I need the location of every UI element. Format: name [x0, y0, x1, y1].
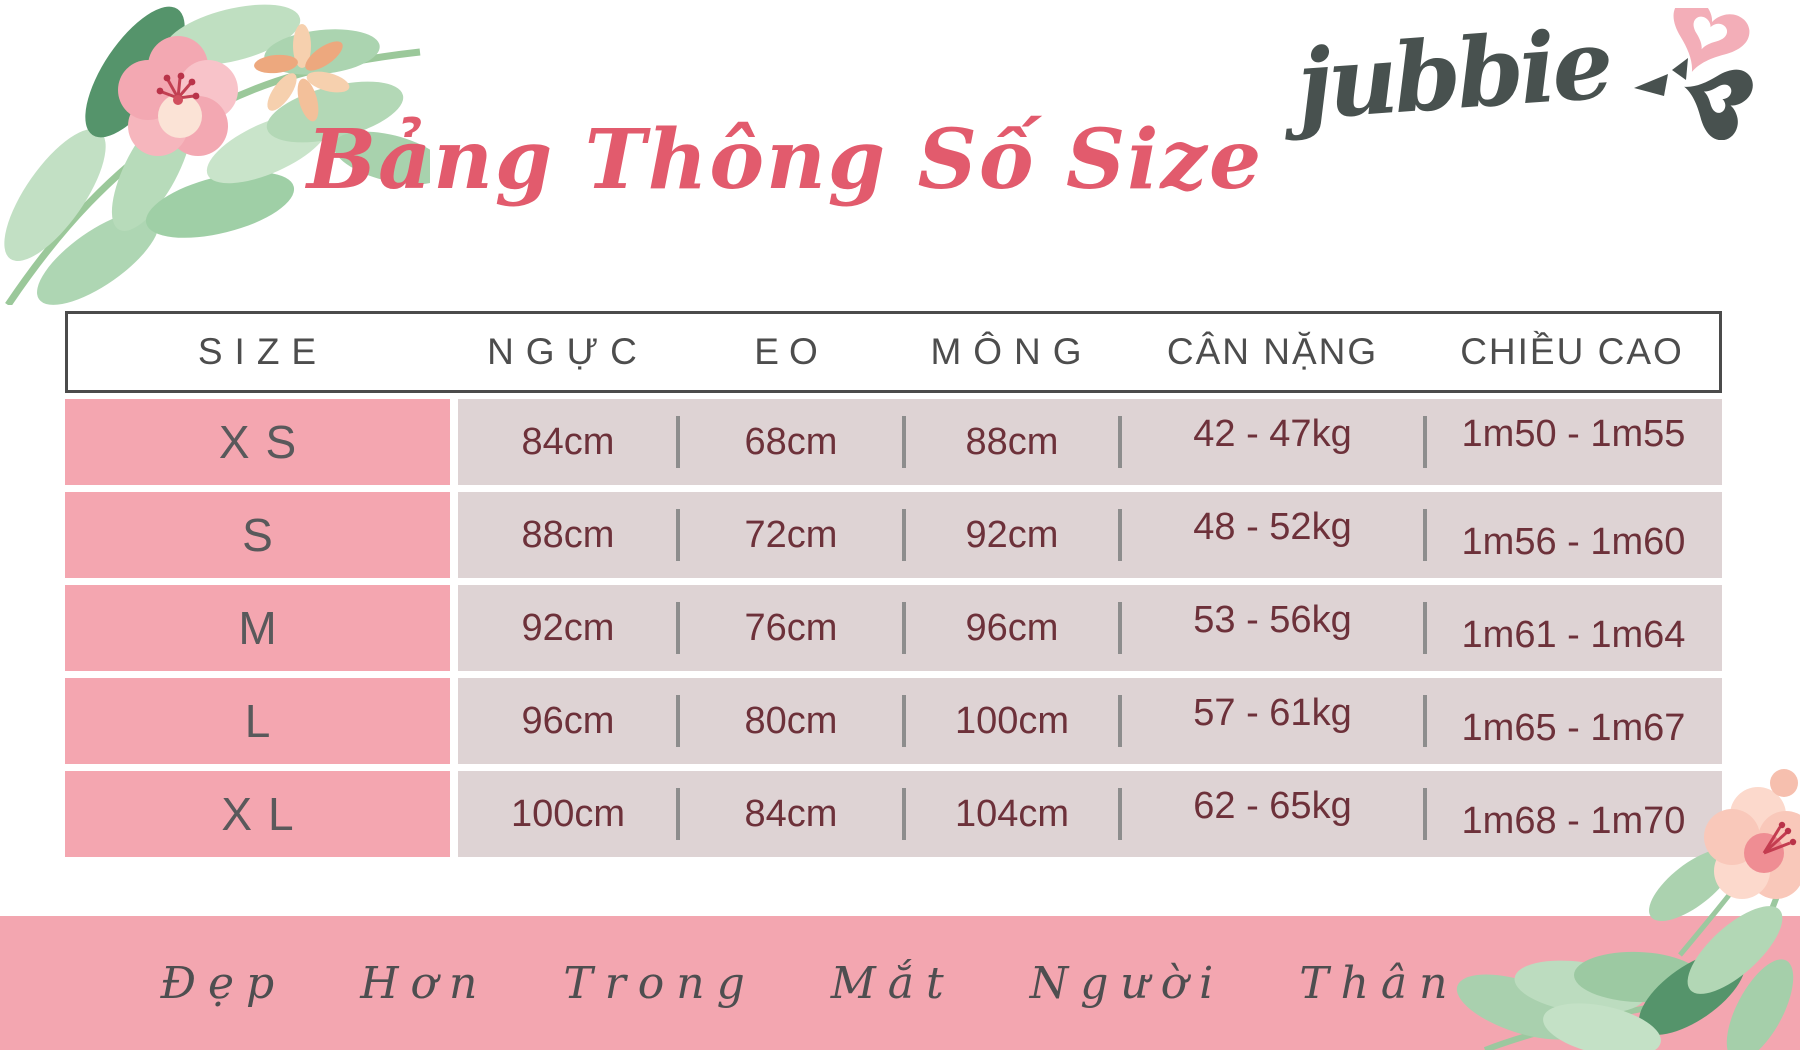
table-row-l: L 96cm 80cm 100cm 57 - 61kg 1m65 - 1m67: [65, 678, 1722, 764]
column-divider: [1118, 695, 1122, 747]
row-values: 96cm 80cm 100cm 57 - 61kg 1m65 - 1m67: [458, 678, 1722, 764]
height-value: 1m68 - 1m70: [1461, 799, 1686, 842]
header-size: SIZE: [197, 331, 329, 372]
hips-value: 96cm: [965, 606, 1059, 649]
height-value: 1m56 - 1m60: [1461, 520, 1686, 563]
column-divider: [902, 509, 906, 561]
weight-value: 53 - 56kg: [1193, 598, 1352, 641]
table-header-row: SIZE NGỰC EO MÔNG CÂN NẶNG CHIỀU CAO: [65, 311, 1722, 393]
table-row-xs: XS 84cm 68cm 88cm 42 - 47kg 1m50 - 1m55: [65, 399, 1722, 485]
column-divider: [1118, 602, 1122, 654]
column-divider: [1118, 509, 1122, 561]
column-divider: [1423, 788, 1427, 840]
size-label: XL: [65, 771, 450, 857]
hips-value: 92cm: [965, 513, 1059, 556]
chest-value: 100cm: [510, 792, 626, 835]
size-label: XS: [65, 399, 450, 485]
size-label: L: [65, 678, 450, 764]
chest-value: 92cm: [521, 606, 615, 649]
table-row-xl: XL 100cm 84cm 104cm 62 - 65kg 1m68 - 1m7…: [65, 771, 1722, 857]
header-waist: EO: [754, 331, 828, 372]
watercolor-flower-branch-icon: [4, 4, 430, 305]
column-divider: [1423, 695, 1427, 747]
chest-value: 84cm: [521, 420, 615, 463]
row-values: 88cm 72cm 92cm 48 - 52kg 1m56 - 1m60: [458, 492, 1722, 578]
size-label: M: [65, 585, 450, 671]
hips-value: 88cm: [965, 420, 1059, 463]
hips-value: 104cm: [954, 792, 1070, 835]
size-chart-table: SIZE NGỰC EO MÔNG CÂN NẶNG CHIỀU CAO XS …: [65, 311, 1722, 864]
header-chest: NGỰC: [487, 331, 649, 372]
column-divider: [1423, 509, 1427, 561]
header-weight: CÂN NẶNG: [1166, 331, 1379, 372]
chest-value: 96cm: [521, 699, 615, 742]
waist-value: 68cm: [744, 420, 838, 463]
watercolor-flower-branch-icon: [1456, 769, 1800, 1050]
header-hips: MÔNG: [930, 331, 1094, 372]
table-row-s: S 88cm 72cm 92cm 48 - 52kg 1m56 - 1m60: [65, 492, 1722, 578]
waist-value: 80cm: [744, 699, 838, 742]
row-values: 92cm 76cm 96cm 53 - 56kg 1m61 - 1m64: [458, 585, 1722, 671]
hips-value: 100cm: [954, 699, 1070, 742]
column-divider: [902, 602, 906, 654]
weight-value: 48 - 52kg: [1193, 505, 1352, 548]
column-divider: [1423, 602, 1427, 654]
row-values: 100cm 84cm 104cm 62 - 65kg 1m68 - 1m70: [458, 771, 1722, 857]
column-divider: [902, 788, 906, 840]
height-value: 1m65 - 1m67: [1461, 706, 1686, 749]
column-divider: [902, 416, 906, 468]
column-divider: [676, 788, 680, 840]
column-divider: [676, 602, 680, 654]
column-divider: [676, 509, 680, 561]
page-title: Bảng Thông Số Size: [306, 112, 1264, 208]
weight-value: 42 - 47kg: [1193, 412, 1352, 455]
height-value: 1m61 - 1m64: [1461, 613, 1686, 656]
brand-tagline: Đẹp Hơn Trong Mắt Người Thân: [160, 957, 1460, 1009]
column-divider: [676, 416, 680, 468]
column-divider: [1118, 416, 1122, 468]
waist-value: 84cm: [744, 792, 838, 835]
weight-value: 62 - 65kg: [1193, 784, 1352, 827]
column-divider: [902, 695, 906, 747]
butterfly-hearts-icon: [1634, 8, 1758, 140]
column-divider: [1118, 788, 1122, 840]
waist-value: 72cm: [744, 513, 838, 556]
size-label: S: [65, 492, 450, 578]
brand-logo: jubbie TM: [1294, 7, 1758, 142]
chest-value: 88cm: [521, 513, 615, 556]
height-value: 1m50 - 1m55: [1461, 412, 1686, 455]
waist-value: 76cm: [744, 606, 838, 649]
column-divider: [1423, 416, 1427, 468]
weight-value: 57 - 61kg: [1193, 691, 1352, 734]
table-row-m: M 92cm 76cm 96cm 53 - 56kg 1m61 - 1m64: [65, 585, 1722, 671]
column-divider: [676, 695, 680, 747]
row-values: 84cm 68cm 88cm 42 - 47kg 1m50 - 1m55: [458, 399, 1722, 485]
header-height: CHIỀU CAO: [1460, 331, 1684, 372]
